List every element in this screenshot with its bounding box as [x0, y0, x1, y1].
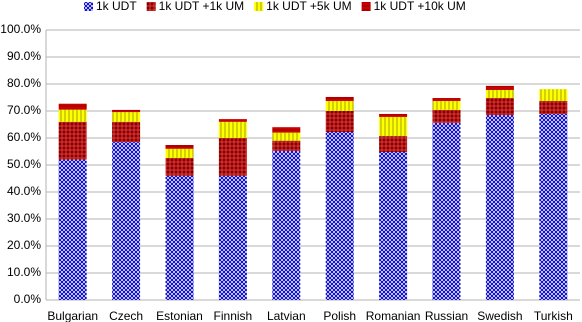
- bar-segment: [325, 96, 354, 102]
- bar-segment: [485, 85, 514, 90]
- bar-segment: [58, 159, 87, 300]
- bar-segment: [485, 89, 514, 99]
- bar-segment: [112, 142, 141, 300]
- bar-segment: [165, 145, 194, 149]
- legend-swatch: [254, 2, 264, 11]
- bar-segment: [539, 113, 568, 300]
- y-tick-label: 70.0%: [7, 103, 41, 117]
- y-tick-label: 40.0%: [7, 184, 41, 198]
- bar-segment: [432, 109, 461, 123]
- x-tick-label: Swedish: [477, 309, 522, 322]
- x-tick-label: Polish: [323, 309, 356, 322]
- bar-segment: [325, 132, 354, 300]
- legend-label: 1k UDT +10k UM: [374, 0, 466, 13]
- bar-segment: [218, 175, 247, 300]
- bar-segment: [379, 113, 408, 117]
- bar-segment: [379, 136, 408, 153]
- bar-segment: [218, 121, 247, 138]
- legend-label: 1k UDT: [96, 0, 137, 13]
- bar-segment: [272, 127, 301, 133]
- legend-swatch: [146, 2, 156, 11]
- bar-segment: [112, 109, 141, 113]
- bar-segment: [165, 157, 194, 176]
- x-tick-label: Czech: [109, 309, 143, 322]
- bar-segment: [218, 138, 247, 176]
- bar-segment: [272, 132, 301, 141]
- y-tick-label: 100.0%: [0, 22, 41, 36]
- y-tick-label: 20.0%: [7, 238, 41, 252]
- bar-segment: [165, 148, 194, 158]
- x-tick-label: Russian: [425, 309, 468, 322]
- bar-segment: [58, 103, 87, 110]
- bar-segment: [432, 98, 461, 102]
- bar-segment: [272, 150, 301, 300]
- x-tick-label: Turkish: [534, 309, 573, 322]
- y-tick-label: 50.0%: [7, 157, 41, 171]
- legend-label: 1k UDT +5k UM: [266, 0, 351, 13]
- bar-segment: [112, 121, 141, 143]
- bar-segment: [432, 122, 461, 300]
- y-tick-label: 90.0%: [7, 49, 41, 63]
- y-tick-label: 0.0%: [14, 292, 42, 306]
- legend-swatch: [361, 2, 371, 11]
- bar-segment: [218, 119, 247, 122]
- bar-segment: [112, 112, 141, 122]
- y-tick-label: 60.0%: [7, 130, 41, 144]
- x-tick-label: Romanian: [366, 309, 421, 322]
- bar-segment: [272, 140, 301, 151]
- y-tick-label: 30.0%: [7, 211, 41, 225]
- bar-segment: [485, 115, 514, 300]
- bar-segment: [539, 101, 568, 114]
- x-tick-label: Finnish: [214, 309, 253, 322]
- bar-segment: [485, 98, 514, 116]
- x-tick-label: Bulgarian: [47, 309, 98, 322]
- bar-segment: [325, 111, 354, 133]
- y-tick-label: 10.0%: [7, 265, 41, 279]
- bar-segment: [165, 175, 194, 300]
- bar-segment: [58, 109, 87, 122]
- bar-segment: [432, 101, 461, 110]
- legend-swatch: [84, 2, 93, 11]
- x-tick-label: Estonian: [156, 309, 203, 322]
- x-tick-label: Latvian: [267, 309, 306, 322]
- bar-segment: [539, 89, 568, 102]
- bar-segment: [379, 116, 408, 137]
- bar-segment: [379, 152, 408, 300]
- y-tick-label: 80.0%: [7, 76, 41, 90]
- bar-segment: [58, 121, 87, 160]
- legend-label: 1k UDT +1k UM: [159, 0, 244, 13]
- bar-segment: [325, 101, 354, 111]
